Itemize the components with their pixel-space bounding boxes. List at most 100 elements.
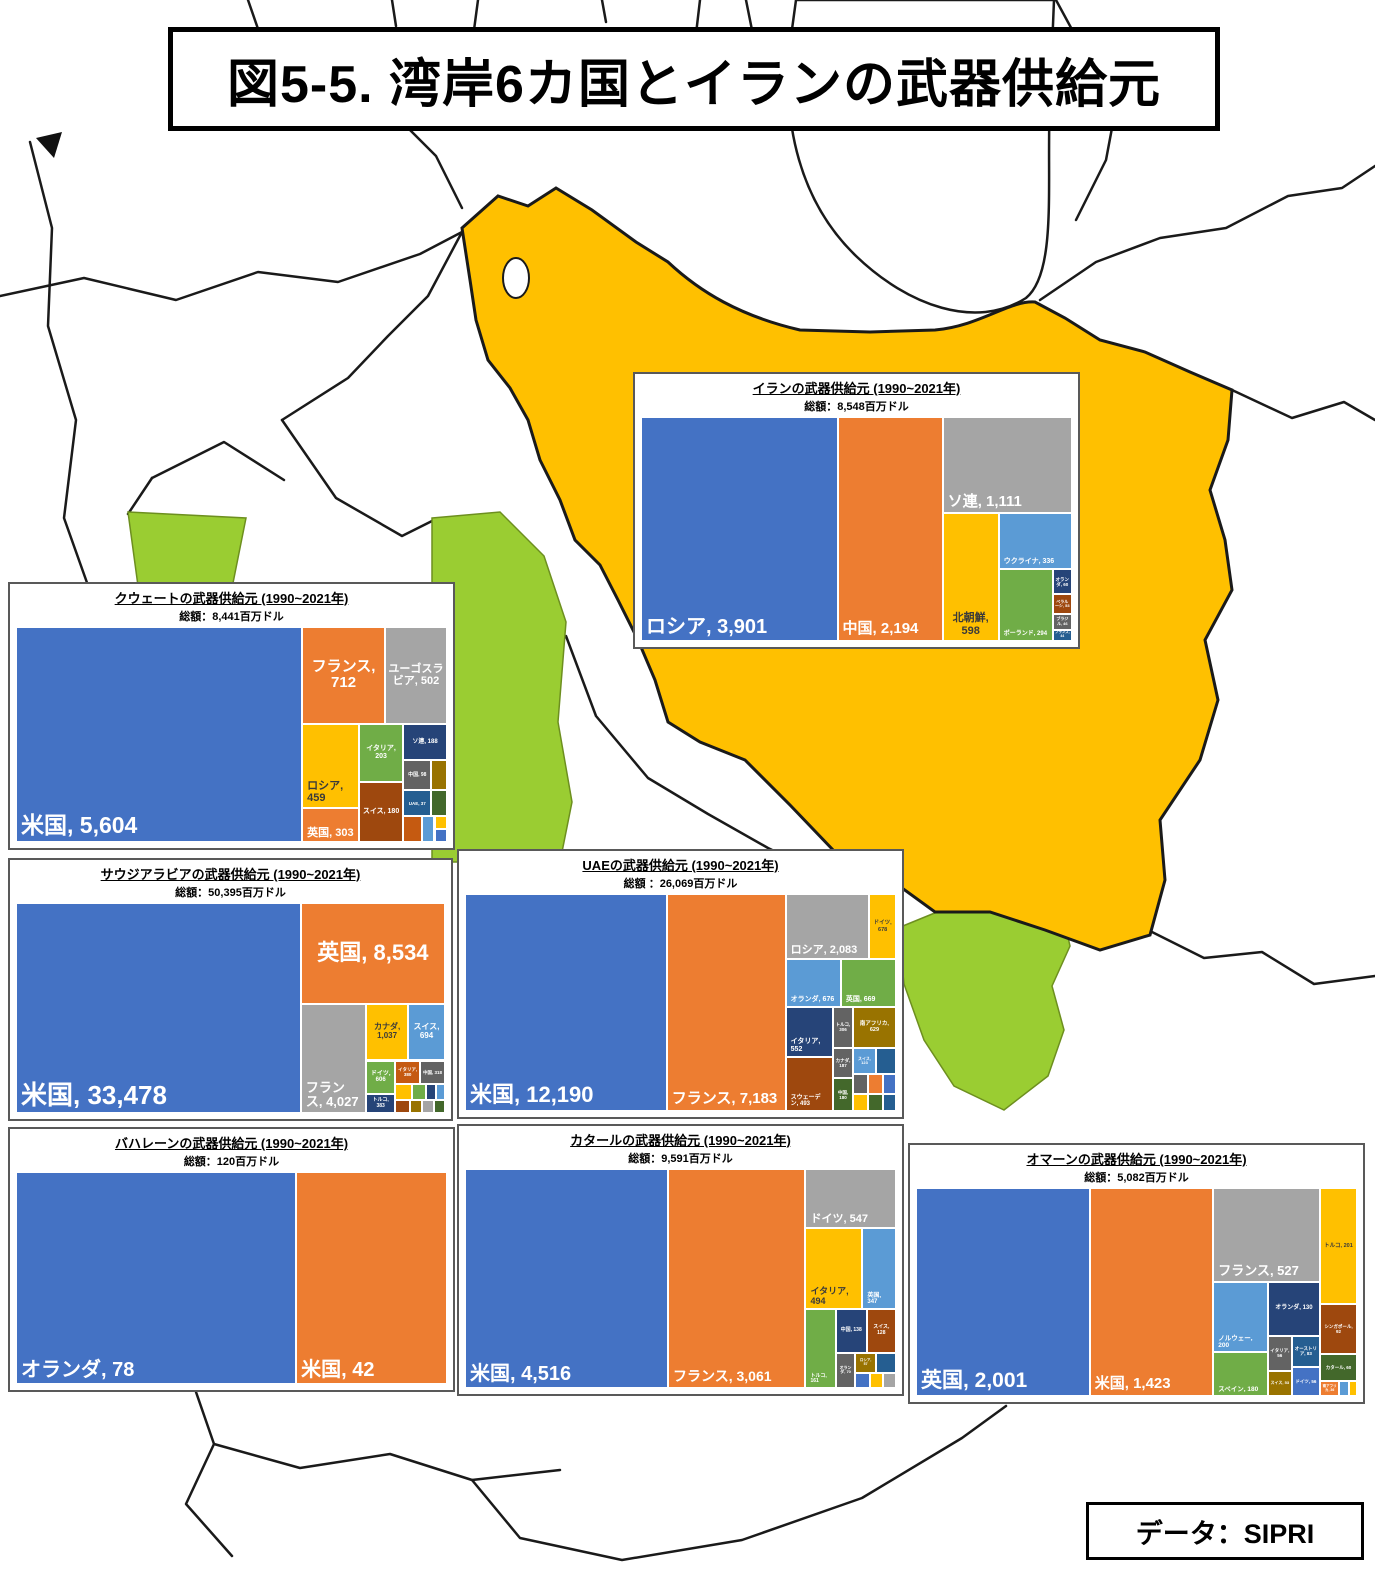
treemap-cell-ウクライナ: ウクライナ, 336	[998, 513, 1072, 570]
treemap-cell-ドイツ: ドイツ, 678	[869, 894, 896, 960]
treemap-cell	[395, 1100, 410, 1113]
treemap-cell-イタリア: イタリア, 56	[1267, 1335, 1292, 1372]
treemap-cell-中国: 中国, 2,194	[837, 417, 943, 641]
treemap-cell-米国: 米国, 33,478	[16, 903, 301, 1113]
treemap-cell-フランス: フランス, 44	[1052, 629, 1072, 641]
treemap-cell-米国: 米国, 5,604	[16, 627, 303, 842]
treemap-plot-saudi: 米国, 33,478 英国, 8,534 フランス, 4,027 カナダ, 1,037…	[16, 903, 445, 1113]
chart-subtitle-qatar: 総額：9,591百万ドル	[628, 1153, 733, 1165]
treemap-cell	[875, 1352, 896, 1373]
chart-subtitle-kuwait: 総額：8,441百万ドル	[179, 611, 284, 623]
treemap-cell-イタリア: イタリア, 380	[395, 1060, 421, 1084]
treemap-cell	[436, 1083, 445, 1101]
treemap-plot-oman: 英国, 2,001 米国, 1,423 フランス, 527 トルコ, 201 ノルウェー…	[916, 1188, 1357, 1396]
treemap-cell-イタリア: イタリア, 203	[359, 723, 404, 782]
treemap-cell-スイス: スイス, 180	[359, 781, 404, 842]
treemap-cell-ドイツ: ドイツ, 606	[366, 1060, 396, 1095]
treemap-cell-ソ連: ソ連, 188	[403, 723, 447, 761]
treemap-saudi-arabia: サウジアラビアの武器供給元 (1990~2021年) 総額：50,395百万ドル…	[8, 858, 453, 1121]
treemap-cell-ドイツ: ドイツ, 56	[1291, 1366, 1320, 1396]
treemap-cell	[422, 816, 435, 842]
cyprus-shape	[36, 132, 62, 158]
treemap-cell-中国: 中国, 180	[833, 1078, 853, 1111]
treemap-cell	[852, 1093, 869, 1111]
treemap-cell	[403, 816, 422, 842]
chart-subtitle-saudi: 総額：50,395百万ドル	[175, 887, 286, 899]
treemap-cell-ロシア: ロシア, 57	[855, 1352, 876, 1373]
treemap-cell	[431, 760, 447, 791]
chart-title-kuwait: クウェートの武器供給元 (1990~2021年)	[114, 591, 349, 606]
treemap-plot-qatar: 米国, 4,516 フランス, 3,061 ドイツ, 547 イタリア, 494 英国,…	[465, 1169, 896, 1388]
chart-title-qatar: カタールの武器供給元 (1990~2021年)	[570, 1133, 791, 1148]
treemap-cell	[852, 1074, 869, 1094]
figure-title: 図5-5. 湾岸6カ国とイランの武器供給元	[168, 27, 1220, 131]
treemap-cell-フランス: フランス, 4,027	[300, 1003, 367, 1113]
treemap-cell-トルコ: トルコ, 161	[805, 1309, 836, 1388]
treemap-cell	[395, 1083, 413, 1101]
treemap-kuwait: クウェートの武器供給元 (1990~2021年) 総額：8,441百万ドル 米国…	[8, 582, 455, 850]
treemap-cell-米国: 米国, 12,190	[465, 894, 667, 1111]
treemap-cell-ロシア: ロシア, 3,901	[641, 417, 838, 641]
treemap-cell	[855, 1372, 871, 1388]
treemap-cell-オランダ: オランダ, 70	[835, 1352, 856, 1388]
treemap-cell-中国: 中国, 318	[420, 1060, 445, 1084]
treemap-cell-オランダ: オランダ, 78	[16, 1172, 297, 1384]
chart-subtitle-bahrain: 総額：120百万ドル	[183, 1156, 280, 1168]
chart-title-uae: UAEの武器供給元 (1990~2021年)	[582, 858, 779, 873]
treemap-qatar: カタールの武器供給元 (1990~2021年) 総額：9,591百万ドル 米国,…	[457, 1124, 904, 1396]
treemap-cell-米国: 米国, 1,423	[1089, 1188, 1214, 1396]
treemap-cell-フランス: フランス, 527	[1213, 1188, 1320, 1282]
treemap-cell-イタリア: イタリア, 494	[805, 1228, 863, 1310]
treemap-cell-UAE: UAE, 37	[403, 790, 432, 817]
treemap-plot-kuwait: 米国, 5,604 フランス, 712 ユーゴスラビア, 502 ロシア, 459 英国…	[16, 627, 447, 842]
treemap-cell-カナダ: カナダ, 187	[833, 1048, 853, 1079]
treemap-cell	[426, 1083, 437, 1101]
chart-subtitle-uae: 総額 ：26,069百万ドル	[623, 878, 738, 890]
treemap-cell-南アフリカ: 南アフリカ, 629	[852, 1006, 896, 1049]
treemap-cell-スイス: スイス, 53	[1267, 1371, 1292, 1396]
treemap-cell	[433, 1100, 445, 1113]
treemap-cell	[409, 1100, 422, 1113]
treemap-cell-トルコ: トルコ, 383	[366, 1094, 396, 1113]
treemap-cell-オランダ: オランダ, 676	[785, 959, 841, 1007]
treemap-cell	[883, 1372, 896, 1388]
treemap-cell-トルコ: トルコ, 201	[1319, 1188, 1357, 1305]
treemap-cell-ソ連: ソ連, 1,111	[942, 417, 1072, 514]
treemap-cell-フランス: フランス, 7,183	[666, 894, 786, 1111]
chart-title-saudi: サウジアラビアの武器供給元 (1990~2021年)	[100, 867, 361, 882]
treemap-cell-英国: 英国, 2,001	[916, 1188, 1090, 1396]
treemap-cell-フランス: フランス, 712	[302, 627, 385, 724]
treemap-plot-iran: ロシア, 3,901 中国, 2,194 ソ連, 1,111 北朝鮮, 598 ウクライ…	[641, 417, 1072, 641]
treemap-cell-英国: 英国, 8,534	[300, 903, 445, 1004]
treemap-uae: UAEの武器供給元 (1990~2021年) 総額 ：26,069百万ドル 米国…	[457, 849, 904, 1119]
treemap-cell-ベラルーシ: ベラルーシ, 53	[1052, 593, 1072, 615]
treemap-cell-スイス: スイス, 694	[408, 1003, 445, 1061]
treemap-cell-米国: 米国, 4,516	[465, 1169, 668, 1388]
treemap-cell-中国: 中国, 98	[403, 760, 432, 791]
treemap-cell	[434, 816, 447, 830]
chart-subtitle-iran: 総額：8,548百万ドル	[804, 401, 909, 413]
treemap-cell-オーストリア: オーストリア, 83	[1291, 1335, 1320, 1367]
treemap-iran: イランの武器供給元 (1990~2021年) 総額：8,548百万ドル ロシア,…	[633, 372, 1080, 649]
lake-urmia-shape	[502, 257, 530, 299]
treemap-cell	[876, 1048, 896, 1075]
treemap-cell-スウェーデン: スウェーデン, 493	[785, 1056, 834, 1111]
treemap-bahrain: バハレーンの武器供給元 (1990~2021年) 総額：120百万ドル オランダ…	[8, 1127, 455, 1392]
treemap-cell	[883, 1093, 896, 1111]
treemap-cell-英国: 英国, 303	[302, 807, 360, 842]
treemap-cell	[868, 1093, 884, 1111]
treemap-cell	[434, 829, 447, 842]
treemap-cell	[431, 790, 447, 817]
chart-title-oman: オマーンの武器供給元 (1990~2021年)	[1026, 1152, 1247, 1167]
treemap-cell-シンガポール: シンガポール, 92	[1319, 1304, 1357, 1355]
treemap-cell	[868, 1074, 884, 1094]
treemap-cell-ロシア: ロシア, 459	[302, 723, 360, 808]
treemap-cell-ユーゴスラビア: ユーゴスラビア, 502	[384, 627, 447, 724]
treemap-cell	[1339, 1381, 1350, 1396]
treemap-cell-スイス: スイス, 123	[852, 1048, 877, 1075]
treemap-cell-ドイツ: ドイツ, 547	[805, 1169, 896, 1229]
chart-subtitle-oman: 総額：5,082百万ドル	[1084, 1172, 1189, 1184]
treemap-cell-オランダ: オランダ, 130	[1267, 1281, 1320, 1336]
treemap-oman: オマーンの武器供給元 (1990~2021年) 総額：5,082百万ドル 英国,…	[908, 1143, 1365, 1404]
